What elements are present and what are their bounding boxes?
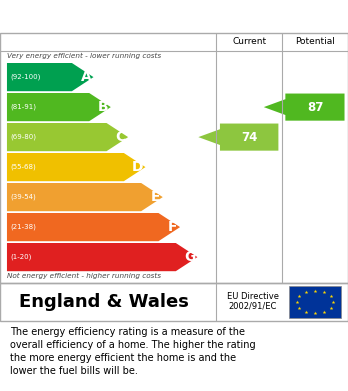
Text: Potential: Potential xyxy=(295,37,335,46)
Text: F: F xyxy=(168,220,177,234)
Text: (55-68): (55-68) xyxy=(10,164,36,170)
Text: (21-38): (21-38) xyxy=(10,224,36,230)
Text: C: C xyxy=(116,130,126,144)
Polygon shape xyxy=(7,93,111,121)
Text: (69-80): (69-80) xyxy=(10,134,37,140)
Polygon shape xyxy=(7,153,145,181)
Text: Energy Efficiency Rating: Energy Efficiency Rating xyxy=(10,9,220,24)
Polygon shape xyxy=(7,213,180,241)
Polygon shape xyxy=(198,124,278,151)
Bar xyxy=(289,286,341,318)
Text: E: E xyxy=(150,190,160,204)
Polygon shape xyxy=(7,123,128,151)
Text: (39-54): (39-54) xyxy=(10,194,36,200)
Text: Not energy efficient - higher running costs: Not energy efficient - higher running co… xyxy=(7,273,161,279)
Text: (81-91): (81-91) xyxy=(10,104,37,110)
Text: Very energy efficient - lower running costs: Very energy efficient - lower running co… xyxy=(7,53,161,59)
Text: (92-100): (92-100) xyxy=(10,74,41,80)
Text: 87: 87 xyxy=(307,100,323,114)
Text: EU Directive
2002/91/EC: EU Directive 2002/91/EC xyxy=(227,292,279,311)
Text: Current: Current xyxy=(232,37,266,46)
Polygon shape xyxy=(7,63,94,91)
Text: B: B xyxy=(98,100,109,114)
Text: 74: 74 xyxy=(241,131,258,143)
Polygon shape xyxy=(7,183,163,211)
Text: England & Wales: England & Wales xyxy=(19,293,189,311)
Text: (1-20): (1-20) xyxy=(10,254,32,260)
Text: The energy efficiency rating is a measure of the
overall efficiency of a home. T: The energy efficiency rating is a measur… xyxy=(10,326,256,376)
Polygon shape xyxy=(264,93,345,121)
Text: G: G xyxy=(184,250,196,264)
Polygon shape xyxy=(7,243,197,271)
Text: D: D xyxy=(132,160,144,174)
Text: A: A xyxy=(80,70,91,84)
